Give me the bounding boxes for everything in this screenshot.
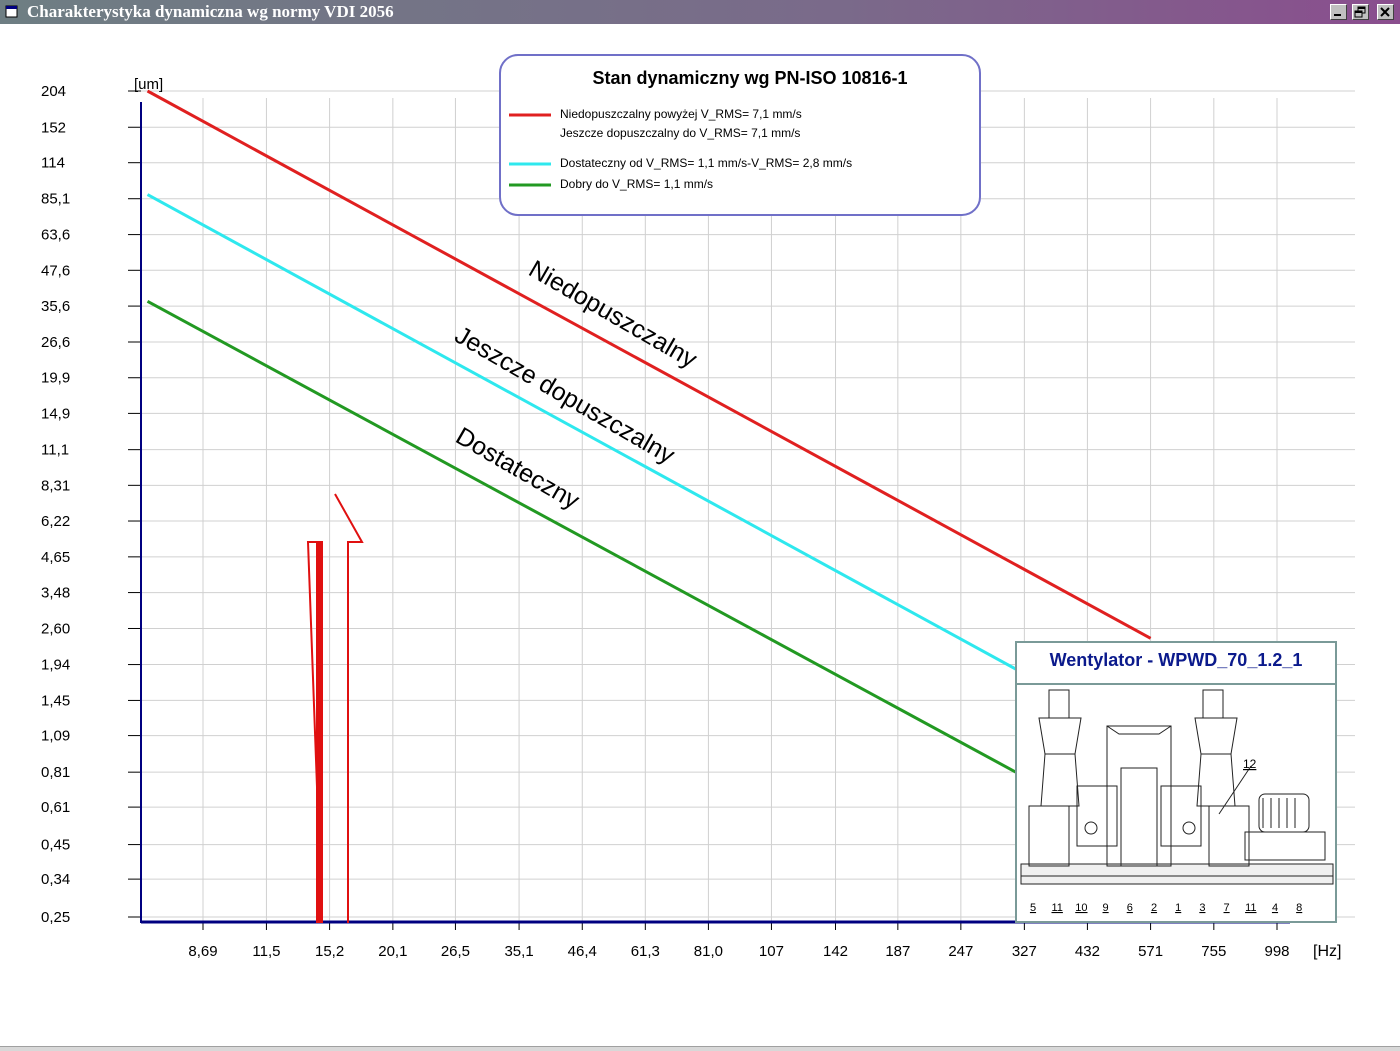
legend-item-dobry: Dobry do V_RMS= 1,1 mm/s [560, 177, 713, 191]
x-tick-label: 755 [1201, 943, 1226, 960]
x-tick-label: 11,5 [252, 943, 280, 960]
part-number: 2 [1151, 902, 1157, 914]
y-tick-label: 2,60 [41, 620, 70, 637]
x-tick-label: 81,0 [694, 943, 723, 960]
series-line-0 [146, 89, 1152, 640]
y-tick-label: 0,45 [41, 837, 70, 854]
y-tick-label: 6,22 [41, 513, 70, 530]
y-tick-label: 114 [41, 155, 65, 172]
x-axis-unit: [Hz] [1313, 943, 1341, 960]
y-tick-label: 0,61 [41, 799, 70, 816]
app-icon [5, 5, 18, 18]
y-tick-label: 19,9 [41, 370, 70, 387]
minimize-icon [1334, 14, 1341, 16]
y-tick-label: 0,34 [41, 871, 70, 888]
y-tick-label: 0,81 [41, 764, 70, 781]
part-number: 9 [1103, 902, 1109, 914]
y-tick-label: 1,09 [41, 728, 70, 745]
y-tick-label: 204 [41, 83, 66, 100]
y-tick-label: 152 [41, 119, 66, 136]
x-tick-label: 247 [948, 943, 973, 960]
x-tick-label: 15,2 [315, 943, 344, 960]
legend-item-dostateczny: Dostateczny od V_RMS= 1,1 mm/s-V_RMS= 2,… [560, 156, 852, 170]
chart-series [146, 89, 1152, 779]
machine-panel: Wentylator - WPWD_70_1.2_1 12 5 1 [1015, 641, 1337, 923]
y-tick-label: 63,6 [41, 227, 70, 244]
marker-bar [316, 542, 322, 923]
y-tick-label: 85,1 [41, 191, 70, 208]
y-tick-label: 8,31 [41, 477, 70, 494]
series-line-1 [146, 193, 1026, 676]
x-tick-label: 46,4 [568, 943, 597, 960]
part-number: 4 [1272, 902, 1278, 914]
y-tick-label: 11,1 [41, 442, 69, 459]
status-edge [0, 1046, 1400, 1051]
x-tick-label: 571 [1138, 943, 1163, 960]
close-icon [1380, 7, 1390, 17]
part-number: 7 [1224, 902, 1230, 914]
y-tick-label: 1,45 [41, 692, 70, 709]
part-number: 11 [1051, 902, 1062, 914]
y-tick-label: 47,6 [41, 262, 70, 279]
x-axis-ticks: 8,69 11,5 15,2 20,1 26,5 35,1 46,4 61,3 81,0 107 1… [188, 922, 1290, 960]
part-number: 11 [1245, 902, 1256, 914]
x-tick-label: 20,1 [378, 943, 407, 960]
y-tick-label: 35,6 [41, 298, 70, 315]
part-number: 5 [1030, 902, 1036, 914]
x-tick-label: 26,5 [441, 943, 470, 960]
legend-title: Stan dynamiczny wg PN-ISO 10816-1 [592, 68, 907, 88]
close-button[interactable] [1377, 4, 1394, 20]
x-tick-label: 107 [759, 943, 784, 960]
x-tick-label: 998 [1264, 943, 1289, 960]
fan-drawing: 12 5 11 10 9 6 2 1 3 7 11 4 8 [1020, 689, 1334, 914]
fan-technical-drawing [1020, 689, 1334, 885]
legend-item-jeszcze-dopuszczalny: Jeszcze dopuszczalny do V_RMS= 7,1 mm/s [560, 126, 800, 140]
y-tick-label: 26,6 [41, 334, 70, 351]
part-number: 1 [1175, 902, 1181, 914]
minimize-button[interactable] [1330, 4, 1347, 20]
y-axis-ticks: 0,25 0,34 0,45 0,61 0,81 1,09 1,45 1,94 2,60 3,48… [41, 83, 141, 926]
y-tick-label: 1,94 [41, 657, 70, 674]
part-number: 3 [1199, 902, 1205, 914]
restore-icon [1354, 6, 1366, 18]
zone-label-niedopuszczalny: Niedopuszczalny [524, 255, 702, 374]
series-line-2 [146, 299, 1026, 779]
y-tick-label: 14,9 [41, 405, 70, 422]
restore-button[interactable] [1352, 4, 1369, 20]
x-tick-label: 35,1 [504, 943, 533, 960]
part-number: 8 [1296, 902, 1302, 914]
legend-item-niedopuszczalny: Niedopuszczalny powyżej V_RMS= 7,1 mm/s [560, 107, 802, 121]
window-title: Charakterystyka dynamiczna wg normy VDI … [27, 2, 394, 21]
x-tick-label: 8,69 [188, 943, 217, 960]
machine-title: Wentylator - WPWD_70_1.2_1 [1017, 643, 1335, 685]
x-tick-label: 142 [823, 943, 848, 960]
marker-arrow-outline [306, 493, 364, 924]
fan-callout: 12 [1243, 757, 1257, 771]
y-axis-unit: [um] [134, 76, 163, 93]
y-tick-label: 3,48 [41, 585, 70, 602]
marker-arrow [306, 493, 364, 924]
x-tick-label: 432 [1075, 943, 1100, 960]
title-bar: Charakterystyka dynamiczna wg normy VDI … [0, 0, 1400, 24]
y-tick-label: 0,25 [41, 909, 70, 926]
x-tick-label: 327 [1012, 943, 1037, 960]
x-tick-label: 187 [885, 943, 910, 960]
part-number-row: 5 11 10 9 6 2 1 3 7 11 4 8 [1030, 902, 1302, 914]
part-number: 6 [1127, 902, 1133, 914]
legend-box: Stan dynamiczny wg PN-ISO 10816-1 Niedop… [499, 54, 981, 216]
part-number: 10 [1075, 902, 1087, 914]
x-tick-label: 61,3 [631, 943, 660, 960]
y-tick-label: 4,65 [41, 549, 70, 566]
